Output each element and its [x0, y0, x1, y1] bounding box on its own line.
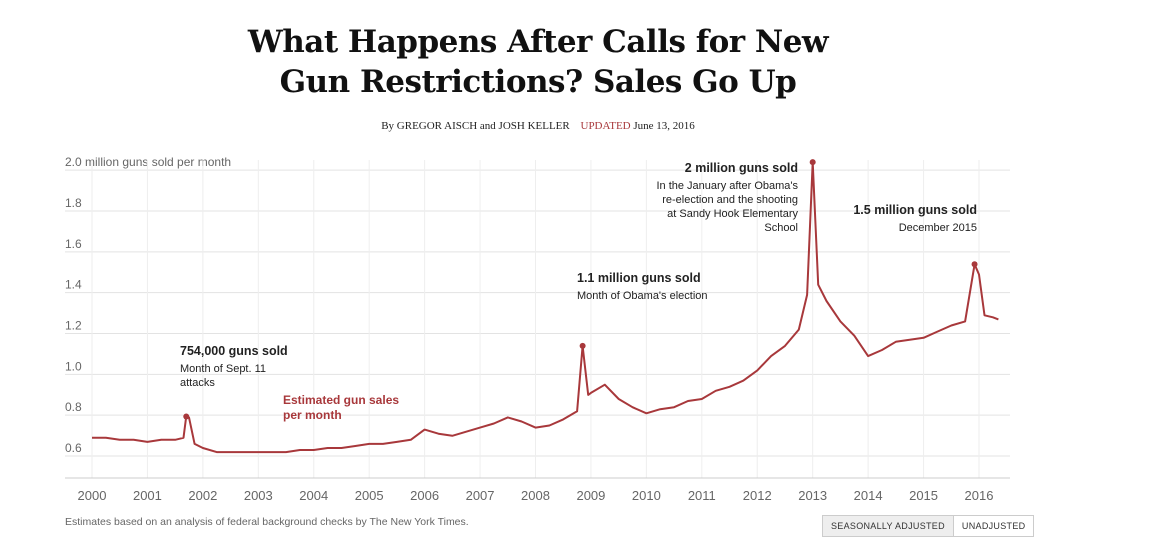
x-tick-label: 2002	[188, 488, 217, 503]
y-axis-title: 2.0 million guns sold per month	[65, 155, 231, 169]
x-tick-label: 2008	[521, 488, 550, 503]
x-tick-label: 2000	[78, 488, 107, 503]
x-tick-label: 2010	[632, 488, 661, 503]
annotation-text: attacks	[180, 377, 215, 389]
x-tick-label: 2012	[743, 488, 772, 503]
annotation-title: 2 million guns sold	[685, 161, 798, 175]
x-tick-label: 2004	[299, 488, 328, 503]
adjustment-toggle: SEASONALLY ADJUSTED UNADJUSTED	[822, 515, 1035, 537]
annotation-text: School	[764, 222, 798, 234]
annotation-text: re-election and the shooting	[662, 194, 798, 206]
x-tick-label: 2001	[133, 488, 162, 503]
source-note: Estimates based on an analysis of federa…	[65, 516, 469, 528]
annotation-point	[183, 413, 190, 420]
annotation-text: December 2015	[899, 222, 977, 234]
annotation-text: Month of Sept. 11	[180, 363, 266, 375]
annotation-text: at Sandy Hook Elementary	[667, 208, 798, 220]
y-tick-label: 1.4	[65, 278, 82, 292]
x-tick-label: 2003	[244, 488, 273, 503]
y-tick-label: 0.6	[65, 441, 82, 455]
annotation-sept11: 754,000 guns sold Month of Sept. 11 attack…	[180, 344, 288, 420]
annotation-point	[809, 159, 816, 166]
annotation-title: 1.1 million guns sold	[577, 271, 701, 285]
x-tick-label: 2014	[854, 488, 883, 503]
series-line-gun-sales	[92, 161, 999, 454]
y-tick-label: 1.8	[65, 196, 82, 210]
annotation-sandy-hook: 2 million guns sold In the January after …	[656, 159, 816, 234]
annotation-text: Month of Obama's election	[577, 290, 708, 302]
x-tick-label: 2009	[576, 488, 605, 503]
series-label: Estimated gun sales	[283, 393, 399, 407]
updated-date: June 13, 2016	[633, 120, 695, 132]
byline-authors: By GREGOR AISCH and JOSH KELLER	[381, 120, 570, 132]
byline: By GREGOR AISCH and JOSH KELLER UPDATED …	[0, 120, 1076, 132]
updated-label: UPDATED	[580, 120, 631, 132]
annotation-obama-election: 1.1 million guns sold Month of Obama's el…	[577, 271, 708, 349]
annotation-title: 1.5 million guns sold	[853, 203, 977, 217]
x-tick-label: 2006	[410, 488, 439, 503]
seasonally-adjusted-button[interactable]: SEASONALLY ADJUSTED	[823, 516, 954, 536]
y-tick-label: 1.6	[65, 237, 82, 251]
y-tick-label: 0.8	[65, 400, 82, 414]
x-tick-label: 2011	[688, 488, 716, 503]
annotation-dec2015: 1.5 million guns sold December 2015	[853, 203, 978, 268]
x-tick-label: 2013	[798, 488, 827, 503]
y-tick-label: 1.2	[65, 319, 82, 333]
unadjusted-button[interactable]: UNADJUSTED	[961, 521, 1026, 531]
title-line-1: What Happens After Calls for New	[247, 24, 829, 60]
x-tick-label: 2005	[355, 488, 384, 503]
title-line-2: Gun Restrictions? Sales Go Up	[279, 64, 797, 100]
series-label: per month	[283, 408, 342, 422]
annotation-text: In the January after Obama's	[656, 180, 798, 192]
page-title: What Happens After Calls for New Gun Res…	[0, 22, 1076, 102]
x-tick-label: 2016	[965, 488, 994, 503]
annotation-point	[579, 342, 586, 349]
x-tick-label: 2015	[909, 488, 938, 503]
annotation-point	[971, 261, 978, 268]
annotation-title: 754,000 guns sold	[180, 344, 288, 358]
x-tick-label: 2007	[466, 488, 495, 503]
y-tick-label: 1.0	[65, 359, 82, 373]
